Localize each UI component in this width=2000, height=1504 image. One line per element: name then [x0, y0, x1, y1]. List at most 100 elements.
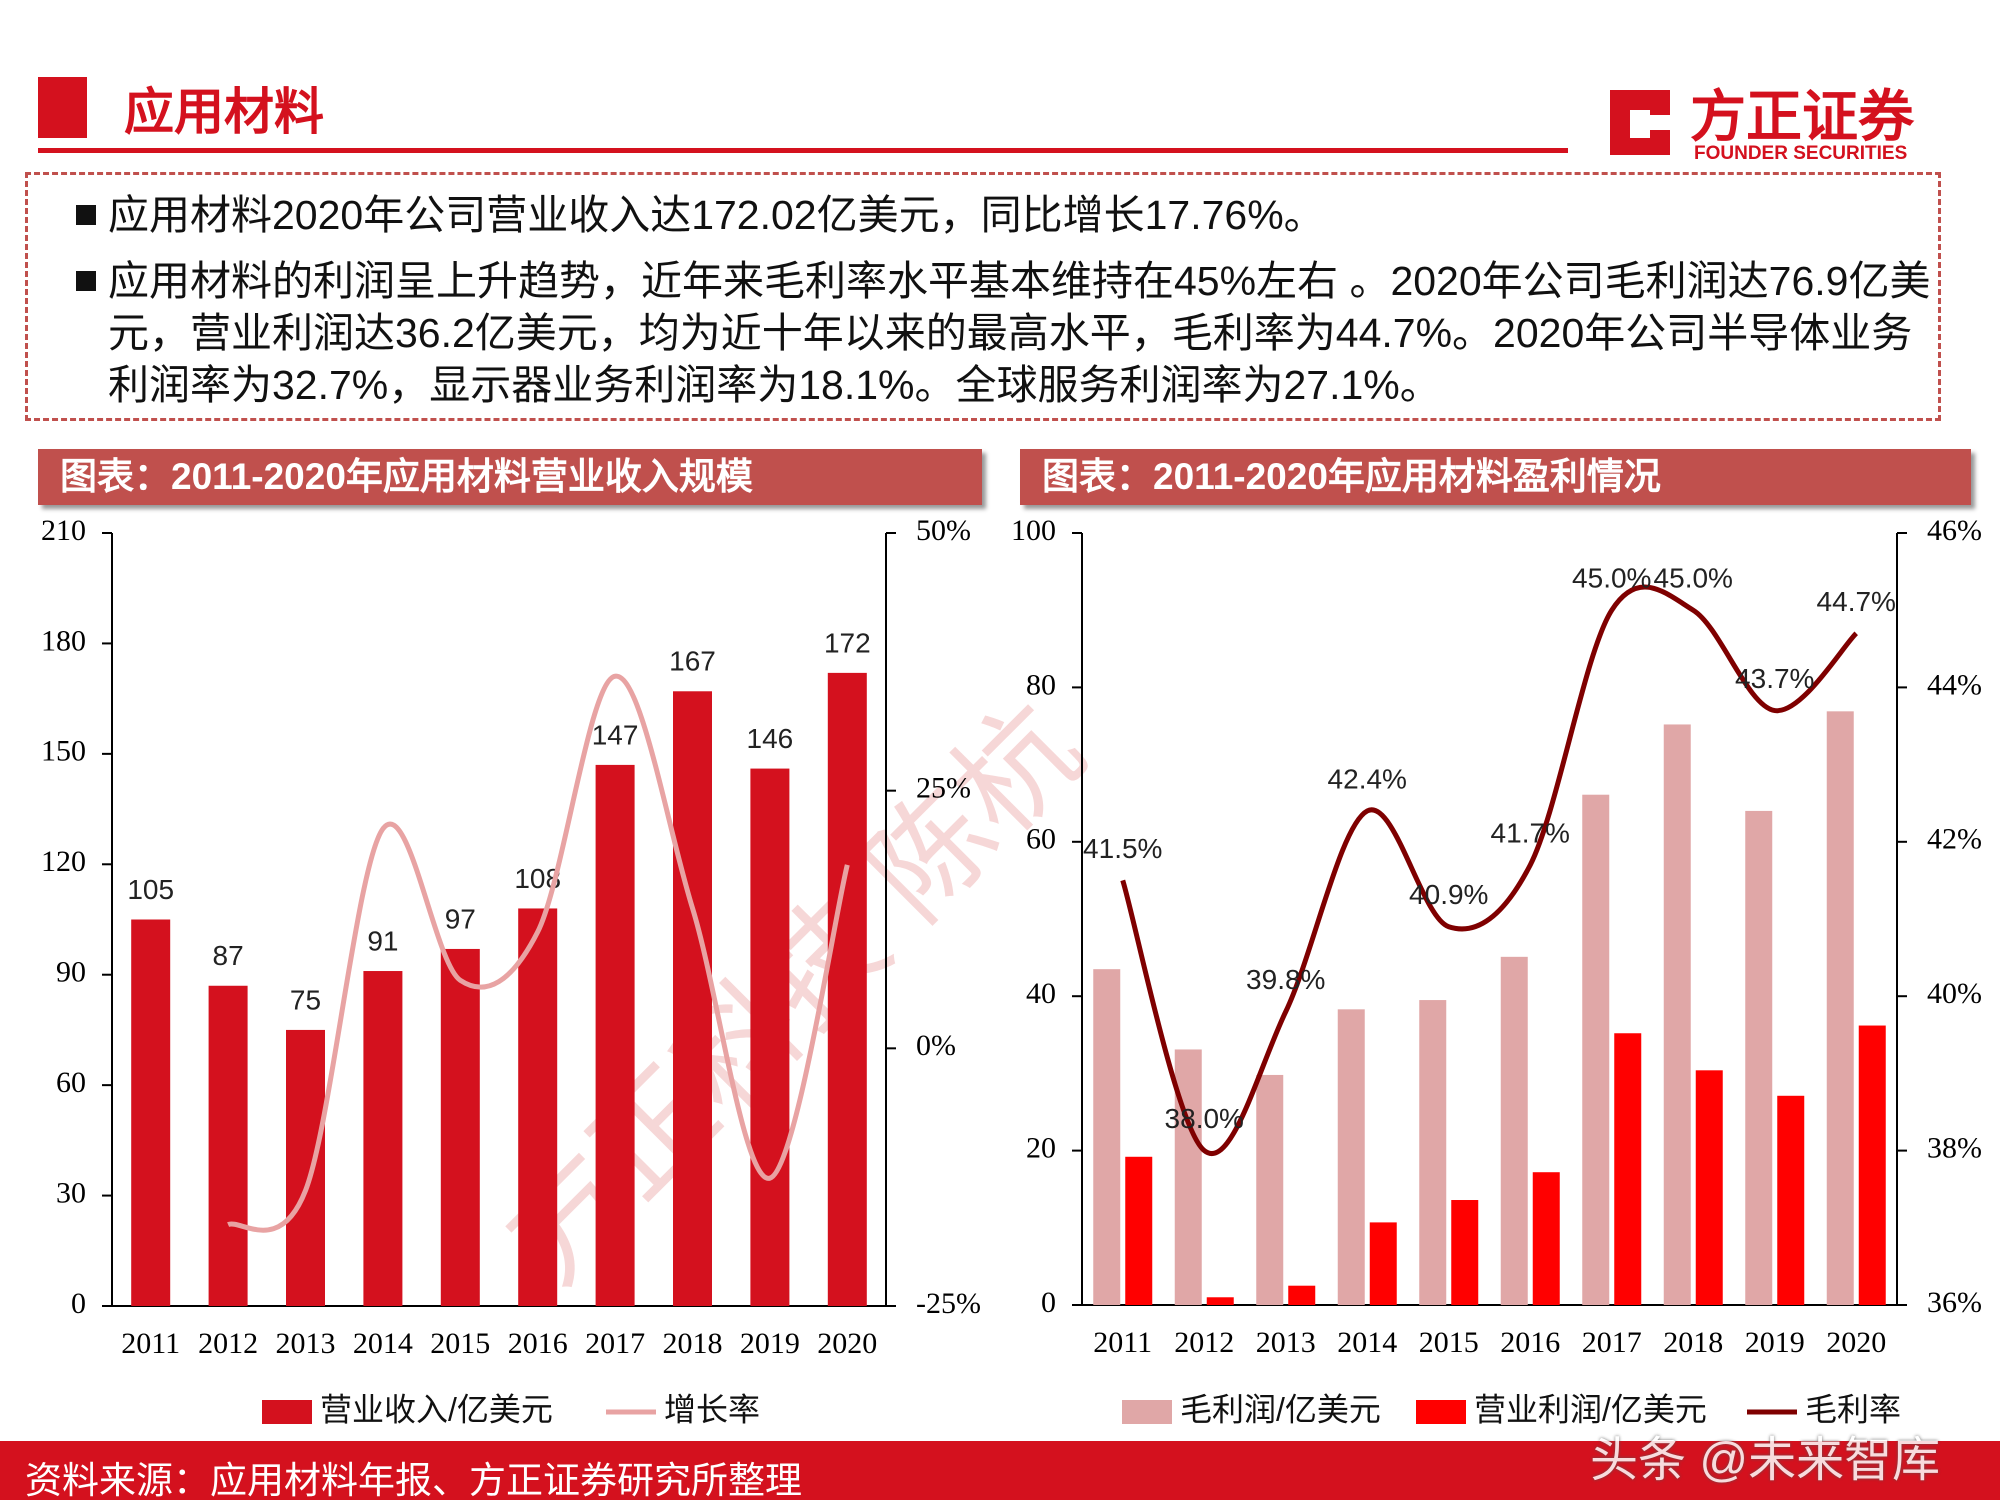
y2-tick-label: -25% — [916, 1287, 981, 1320]
bar — [595, 764, 635, 1306]
bar — [131, 919, 171, 1306]
y-tick-label: 150 — [41, 735, 86, 768]
title-rule — [38, 148, 1568, 153]
x-tick-label: 2015 — [1419, 1326, 1479, 1359]
value-label: 75 — [290, 984, 321, 1015]
y-tick-label: 80 — [1026, 668, 1056, 701]
logo-en: FOUNDER SECURITIES — [1694, 143, 1908, 164]
bar — [1125, 1156, 1153, 1305]
bullet: 应用材料的利润呈上升趋势，近年来毛利率水平基本维持在45%左右 。2020年公司… — [76, 255, 1938, 411]
legend-label: 营业收入/亿美元 — [320, 1391, 553, 1427]
summary-box: 应用材料2020年公司营业收入达172.02亿美元，同比增长17.76%。 应用… — [25, 172, 1941, 421]
bar — [1337, 1009, 1365, 1305]
bar — [440, 948, 480, 1306]
value-label: 45.0% — [1654, 563, 1733, 594]
logo-cn: 方正证券 — [1690, 85, 1914, 148]
bar — [1582, 794, 1610, 1305]
bar — [750, 768, 790, 1306]
value-label: 172 — [824, 627, 871, 658]
y-tick-label: 0 — [71, 1287, 86, 1320]
value-label: 91 — [367, 925, 398, 956]
value-label: 43.7% — [1735, 663, 1814, 694]
y-tick-label: 20 — [1026, 1131, 1056, 1164]
bar — [208, 985, 248, 1306]
value-label: 38.0% — [1165, 1103, 1244, 1134]
bar — [1614, 1033, 1642, 1305]
x-tick-label: 2019 — [1745, 1326, 1805, 1359]
page-title: 应用材料 — [124, 84, 324, 140]
line — [1120, 584, 1859, 1156]
value-label: 41.5% — [1083, 833, 1162, 864]
chart-title: 图表：2011-2020年应用材料盈利情况 — [1020, 449, 1971, 505]
x-tick-label: 2011 — [121, 1327, 180, 1360]
y-tick-label: 40 — [1026, 977, 1056, 1010]
y2-tick-label: 40% — [1927, 977, 1982, 1010]
bar — [1500, 956, 1528, 1305]
bar — [1745, 810, 1773, 1305]
value-label: 40.9% — [1409, 879, 1488, 910]
legend-swatch — [262, 1400, 312, 1424]
y2-tick-label: 46% — [1927, 514, 1982, 547]
y2-tick-label: 25% — [916, 772, 971, 805]
y-tick-label: 90 — [56, 956, 86, 989]
y-tick-label: 180 — [41, 624, 86, 657]
value-label: 45.0% — [1572, 563, 1651, 594]
bar — [827, 672, 867, 1306]
x-tick-label: 2013 — [276, 1327, 336, 1360]
x-tick-label: 2011 — [1093, 1326, 1152, 1359]
bar — [1451, 1200, 1479, 1305]
bar — [1695, 1070, 1723, 1305]
bar — [363, 971, 403, 1306]
y-tick-label: 210 — [41, 514, 86, 547]
y-tick-label: 120 — [41, 845, 86, 878]
value-label: 87 — [213, 940, 244, 971]
x-tick-label: 2014 — [353, 1327, 413, 1360]
legend-label: 增长率 — [664, 1391, 760, 1427]
value-label: 147 — [592, 719, 639, 750]
title-marker — [38, 77, 87, 138]
y-tick-label: 30 — [56, 1176, 86, 1209]
bar — [518, 908, 558, 1306]
y2-tick-label: 36% — [1927, 1286, 1982, 1319]
y-tick-label: 60 — [56, 1066, 86, 1099]
charts: 方正科技 陈杭 0 30 60 90 120 150 180 210 -25% 0% 25% 50% 2… — [41, 514, 1982, 1428]
y2-tick-label: 0% — [916, 1029, 956, 1062]
bar — [1369, 1222, 1397, 1305]
x-tick-label: 2016 — [1500, 1326, 1560, 1359]
x-tick-label: 2015 — [430, 1327, 490, 1360]
x-tick-label: 2016 — [508, 1327, 568, 1360]
y-tick-label: 100 — [1011, 514, 1056, 547]
legend-swatch — [1122, 1400, 1172, 1424]
logo-icon — [1610, 90, 1670, 155]
line — [227, 673, 850, 1233]
x-tick-label: 2017 — [585, 1327, 645, 1360]
credit: 头条 @未来智库 — [1590, 1434, 1941, 1487]
y-tick-label: 60 — [1026, 823, 1056, 856]
legend-swatch — [1416, 1400, 1466, 1424]
bar — [1858, 1025, 1886, 1305]
y2-tick-label: 50% — [916, 514, 971, 547]
y2-tick-label: 38% — [1927, 1131, 1982, 1164]
x-tick-label: 2019 — [740, 1327, 800, 1360]
bar — [1206, 1297, 1234, 1305]
x-tick-label: 2020 — [817, 1327, 877, 1360]
x-tick-label: 2012 — [1174, 1326, 1234, 1359]
footer-bar — [0, 1441, 2000, 1500]
source-note: 资料来源：应用材料年报、方正证券研究所整理 — [25, 1460, 802, 1501]
value-label: 97 — [445, 903, 476, 934]
bar — [1777, 1095, 1805, 1305]
value-label: 146 — [747, 723, 794, 754]
bar — [286, 1029, 325, 1306]
bar — [1826, 711, 1854, 1305]
value-label: 105 — [127, 874, 174, 905]
x-tick-label: 2020 — [1826, 1326, 1886, 1359]
x-tick-label: 2012 — [198, 1327, 258, 1360]
value-label: 167 — [669, 646, 716, 677]
value-label: 39.8% — [1246, 964, 1325, 995]
bar — [1532, 1172, 1560, 1305]
y2-tick-label: 44% — [1927, 668, 1982, 701]
legend-label: 毛利润/亿美元 — [1180, 1391, 1381, 1427]
watermark: 方正科技 陈杭 — [480, 680, 1107, 1307]
bar — [1256, 1074, 1284, 1305]
